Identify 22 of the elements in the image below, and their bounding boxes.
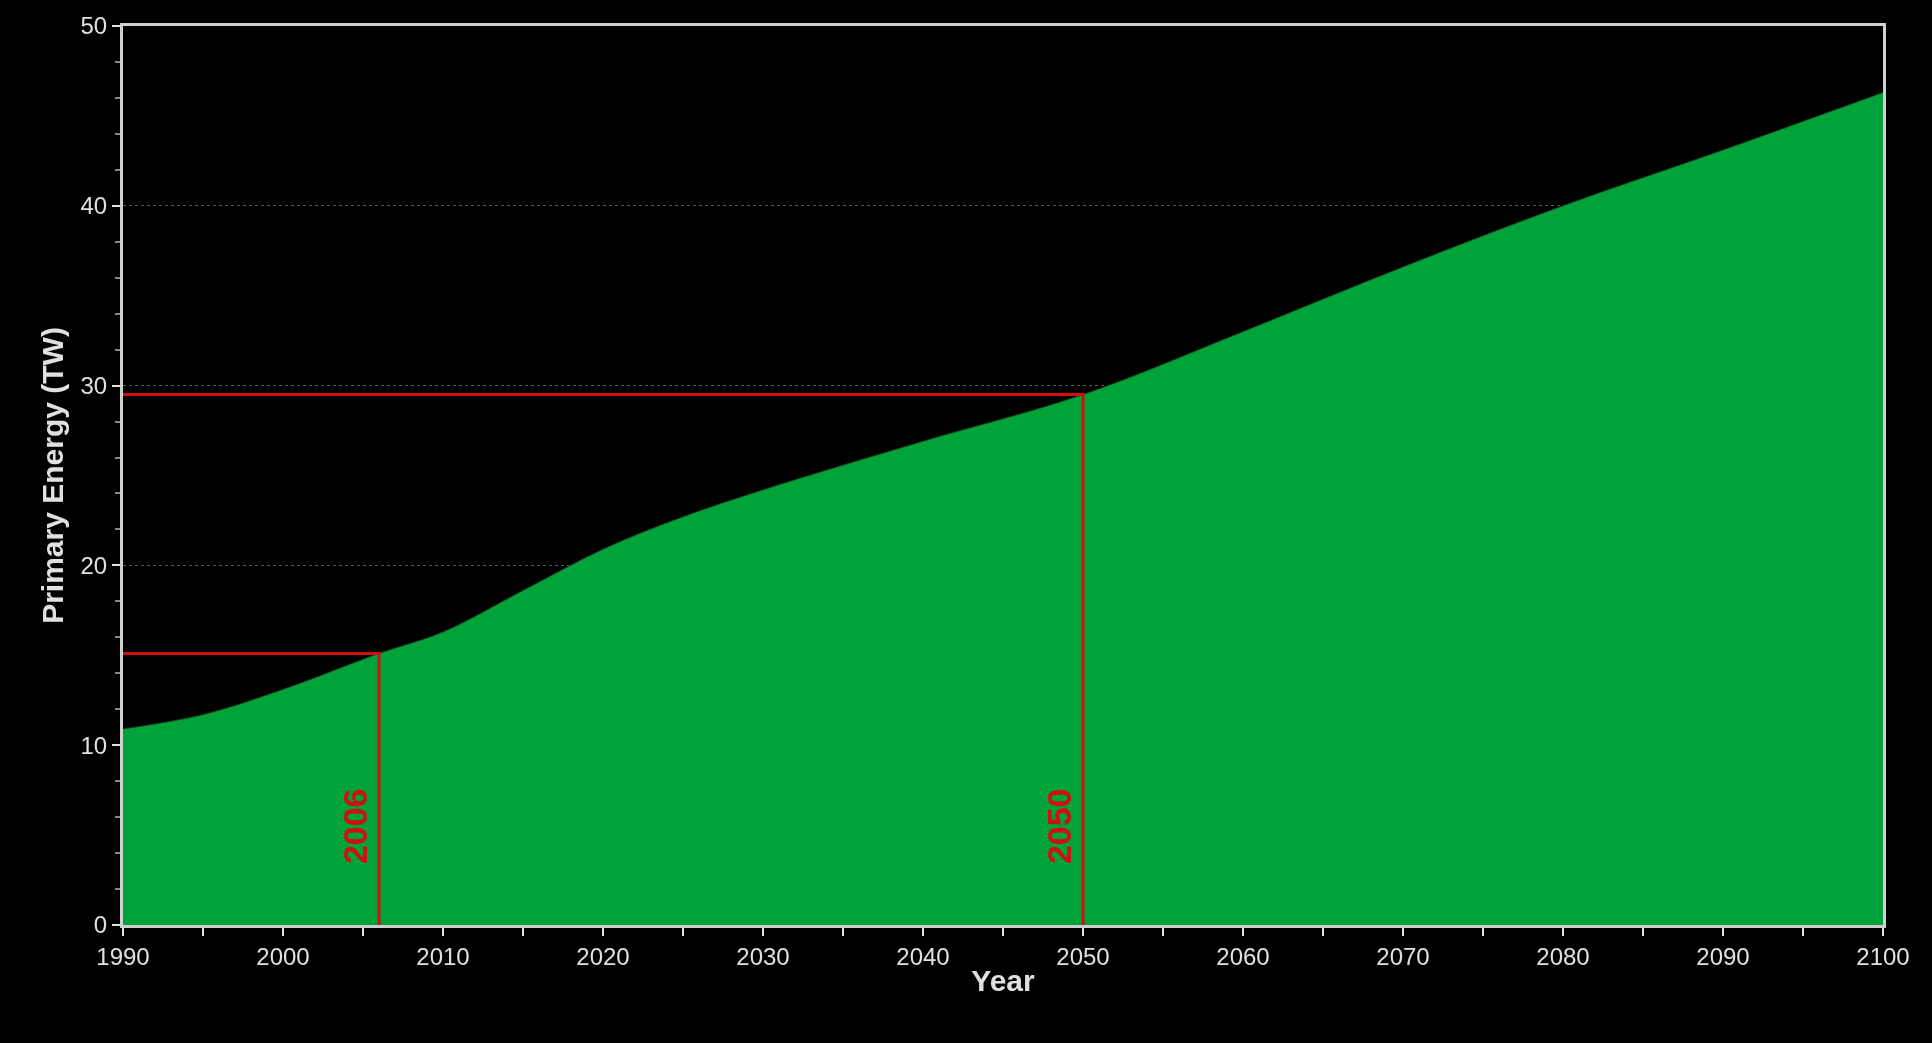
x-tick-label: 2060 bbox=[1216, 942, 1270, 970]
y-tick-label: 50 bbox=[80, 12, 108, 40]
y-tick-label: 0 bbox=[93, 911, 108, 939]
x-tick-label: 2100 bbox=[1856, 942, 1910, 970]
y-tick-label: 20 bbox=[80, 551, 108, 579]
x-tick-label: 2030 bbox=[736, 942, 790, 970]
x-tick-label: 2070 bbox=[1376, 942, 1430, 970]
x-tick-label: 2000 bbox=[256, 942, 310, 970]
x-tick-label: 2020 bbox=[576, 942, 630, 970]
y-tick-label: 30 bbox=[80, 372, 108, 399]
x-tick-label: 2050 bbox=[1056, 942, 1110, 970]
y-axis-title: Primary Energy (TW) bbox=[36, 327, 70, 624]
x-tick-label: 1990 bbox=[96, 942, 150, 970]
x-tick-label: 2080 bbox=[1536, 942, 1590, 970]
x-tick-label: 2010 bbox=[416, 942, 470, 970]
annotation: 2050 bbox=[1039, 788, 1078, 865]
x-tick-label: 2040 bbox=[896, 942, 950, 970]
y-tick-label: 40 bbox=[80, 192, 108, 220]
x-tick-label: 2090 bbox=[1696, 942, 1750, 970]
x-axis-title: Year bbox=[971, 964, 1036, 998]
y-tick-label: 10 bbox=[80, 731, 108, 759]
annotation: 2006 bbox=[335, 788, 374, 865]
